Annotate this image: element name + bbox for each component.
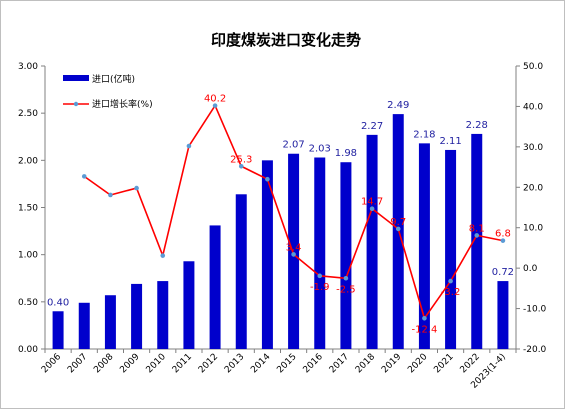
bar <box>209 225 221 349</box>
axes: 0.00 0.50 1.00 1.50 2.00 2.50 3.00 -20.0 -10.0 0.… <box>18 62 547 391</box>
x-tick-label: 2021 <box>432 352 455 375</box>
bar <box>131 283 143 349</box>
bar <box>340 162 352 349</box>
bar <box>78 302 90 349</box>
legend-bar-label: 进口(亿吨) <box>92 73 135 85</box>
line-point <box>212 103 218 108</box>
right-tick-label: 30.0 <box>523 143 543 153</box>
x-tick-label: 2007 <box>66 352 89 375</box>
x-tick-label: 2009 <box>118 352 141 375</box>
bar <box>261 160 273 349</box>
line-point <box>134 185 139 191</box>
x-tick-label: 2006 <box>40 352 63 375</box>
line-value-label: 8.1 <box>469 223 485 234</box>
line-point <box>448 278 453 284</box>
left-tick-label: 1.50 <box>18 204 38 214</box>
bar-series <box>52 114 509 349</box>
bar <box>157 281 169 349</box>
line-series <box>81 103 506 321</box>
right-tick-label: 0.0 <box>523 264 538 274</box>
line-point <box>265 176 270 182</box>
line-point <box>343 275 349 281</box>
left-tick-label: 2.00 <box>18 156 38 166</box>
x-tick-label: 2012 <box>197 352 220 375</box>
bar-value-label: 2.18 <box>413 129 435 140</box>
line-value-label: -1.9 <box>310 282 330 293</box>
bar <box>314 157 326 349</box>
right-tick-label: -10.0 <box>523 305 547 315</box>
left-tick-label: 0.50 <box>18 298 38 308</box>
line-point <box>160 253 166 258</box>
x-tick-label: 2020 <box>406 352 429 375</box>
bar <box>52 311 64 349</box>
right-tick-label: 40.0 <box>523 102 543 112</box>
legend-line-label: 进口增长率(%) <box>92 98 153 110</box>
bar <box>104 295 116 349</box>
bar <box>366 134 378 349</box>
right-tick-label: -20.0 <box>523 345 547 355</box>
x-tick-label: 2008 <box>92 352 115 375</box>
x-tick-label: 2013 <box>223 352 246 375</box>
bar-value-label: 1.98 <box>335 148 357 159</box>
line-value-label: 25.3 <box>230 154 252 165</box>
line-point <box>395 226 401 232</box>
bar-value-label: 2.11 <box>439 136 461 147</box>
bar <box>288 153 300 349</box>
bar <box>445 149 457 349</box>
bar-value-label: 2.28 <box>466 120 488 131</box>
line-point <box>317 273 323 279</box>
line-point <box>369 206 375 212</box>
bar-value-label: 2.07 <box>282 140 304 151</box>
line-point <box>108 192 113 198</box>
line-point <box>474 233 480 238</box>
x-tick-label: 2016 <box>302 352 325 375</box>
right-tick-label: 10.0 <box>523 224 543 234</box>
legend: 进口(亿吨) 进口增长率(%) <box>63 73 153 110</box>
x-tick-label: 2019 <box>380 352 403 375</box>
line-value-label: -12.4 <box>411 324 437 335</box>
line-value-label: 9.7 <box>390 217 406 228</box>
bar-value-label: 0.40 <box>47 297 69 308</box>
line-point <box>422 315 427 321</box>
line-point <box>500 238 506 243</box>
bar <box>497 281 509 349</box>
data-labels: 0.40 2.07 2.03 1.98 2.27 2.49 2.18 2.11 2.28 0.72… <box>47 94 514 336</box>
x-tick-label: 2011 <box>171 352 194 375</box>
x-tick-label: 2015 <box>275 352 298 375</box>
x-tick-label: 2017 <box>328 352 351 375</box>
left-tick-label: 3.00 <box>18 62 38 72</box>
line-value-label: 6.8 <box>495 229 511 240</box>
bar <box>235 194 247 349</box>
line-point <box>81 174 87 179</box>
bar <box>418 143 430 349</box>
line-value-label: -3.2 <box>441 287 461 298</box>
line-value-label: 14.7 <box>361 197 383 208</box>
legend-line-marker <box>73 101 79 107</box>
right-tick-label: 50.0 <box>523 62 543 72</box>
bar-value-label: 2.27 <box>361 121 383 132</box>
x-tick-label: 2022 <box>459 352 482 375</box>
legend-bar-swatch <box>63 75 89 81</box>
line-point <box>238 163 244 169</box>
bar <box>183 261 195 349</box>
left-tick-label: 2.50 <box>18 109 38 119</box>
line-point <box>186 143 192 149</box>
bar-value-label: 0.72 <box>492 267 514 278</box>
line-value-label: 3.4 <box>286 242 302 253</box>
line-value-label: 40.2 <box>204 94 226 105</box>
left-tick-label: 1.00 <box>18 251 38 261</box>
right-tick-label: 20.0 <box>523 183 543 193</box>
x-tick-label: 2010 <box>145 352 168 375</box>
x-tick-label: 2014 <box>249 352 272 375</box>
line-value-label: -2.5 <box>336 284 356 295</box>
line-point <box>291 252 296 257</box>
x-tick-label: 2018 <box>354 352 377 375</box>
chart-title: 印度煤炭进口变化走势 <box>211 31 361 49</box>
bar-value-label: 2.49 <box>387 100 409 111</box>
bar <box>471 133 483 349</box>
bar-value-label: 2.03 <box>309 144 331 155</box>
left-tick-label: 0.00 <box>18 345 38 355</box>
